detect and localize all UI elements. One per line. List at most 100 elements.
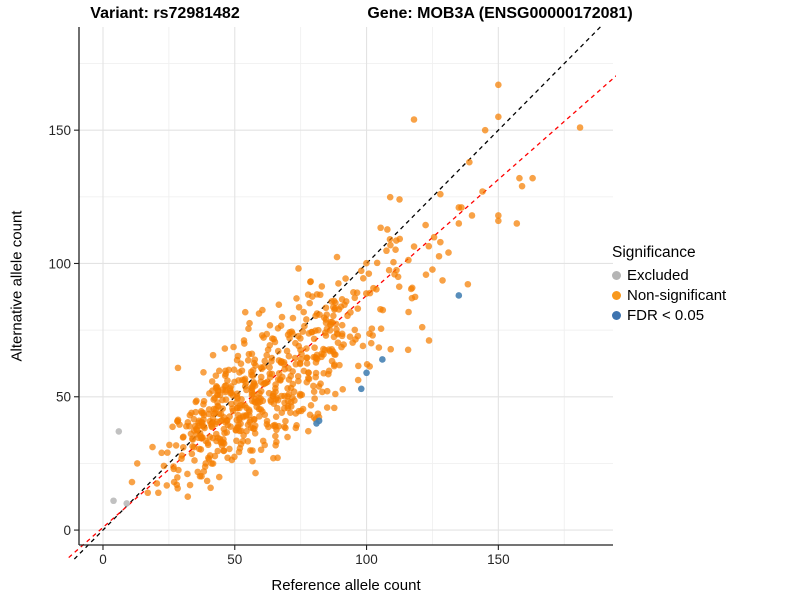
point-nonsignificant: [495, 217, 502, 225]
point-nonsignificant: [289, 314, 297, 322]
point-nonsignificant: [252, 469, 259, 477]
point-nonsignificant: [365, 270, 373, 277]
point-nonsignificant: [259, 437, 267, 445]
point-nonsignificant: [495, 81, 502, 89]
point-nonsignificant: [257, 373, 265, 381]
x-tick-label: 0: [99, 552, 107, 567]
point-nonsignificant: [257, 406, 265, 413]
legend-entry-non-significant: Non-significant: [612, 285, 726, 305]
point-nonsignificant: [335, 280, 342, 287]
point-nonsignificant: [354, 376, 362, 384]
point-nonsignificant: [298, 391, 306, 399]
point-nonsignificant: [174, 418, 181, 425]
point-nonsignificant: [338, 332, 346, 340]
point-nonsignificant: [275, 370, 283, 377]
point-nonsignificant: [349, 339, 356, 346]
point-nonsignificant: [407, 285, 415, 293]
point-nonsignificant: [330, 333, 338, 341]
point-nonsignificant: [224, 377, 231, 384]
point-nonsignificant: [248, 397, 256, 405]
point-nonsignificant: [315, 383, 323, 390]
point-nonsignificant: [244, 438, 252, 445]
point-nonsignificant: [155, 489, 162, 497]
point-nonsignificant: [289, 380, 297, 388]
point-nonsignificant: [200, 369, 207, 376]
point-nonsignificant: [310, 335, 318, 343]
point-nonsignificant: [195, 445, 203, 453]
point-nonsignificant: [332, 320, 340, 328]
point-nonsignificant: [295, 407, 303, 415]
point-nonsignificant: [234, 411, 242, 419]
point-excluded: [115, 428, 123, 435]
point-nonsignificant: [300, 308, 307, 316]
point-nonsignificant: [192, 408, 199, 416]
point-nonsignificant: [513, 220, 521, 227]
point-nonsignificant: [296, 360, 304, 368]
point-nonsignificant: [373, 259, 381, 267]
point-nonsignificant: [458, 204, 465, 211]
point-nonsignificant: [430, 233, 438, 241]
point-nonsignificant: [310, 388, 318, 396]
point-nonsignificant: [277, 377, 284, 384]
point-nonsignificant: [244, 357, 252, 364]
point-nonsignificant: [318, 283, 326, 290]
point-nonsignificant: [283, 347, 291, 355]
point-nonsignificant: [303, 345, 310, 352]
point-nonsignificant: [249, 457, 256, 465]
point-nonsignificant: [153, 480, 161, 487]
point-nonsignificant: [385, 266, 393, 274]
point-nonsignificant: [269, 392, 277, 400]
point-nonsignificant: [299, 328, 307, 335]
point-nonsignificant: [311, 395, 318, 402]
point-nonsignificant: [312, 327, 319, 335]
point-nonsignificant: [265, 423, 272, 431]
point-nonsignificant: [128, 478, 136, 486]
point-nonsignificant: [377, 305, 384, 313]
point-nonsignificant: [304, 427, 312, 435]
point-nonsignificant: [291, 354, 299, 362]
point-nonsignificant: [284, 433, 291, 441]
point-nonsignificant: [233, 393, 241, 401]
point-nonsignificant: [320, 314, 328, 321]
point-nonsignificant: [190, 427, 198, 434]
point-nonsignificant: [195, 434, 202, 442]
point-nonsignificant: [212, 372, 220, 379]
point-nonsignificant: [393, 266, 400, 274]
point-nonsignificant: [366, 363, 374, 370]
point-nonsignificant: [576, 124, 584, 131]
point-nonsignificant: [215, 367, 223, 375]
point-nonsignificant: [305, 369, 312, 376]
point-nonsignificant: [410, 243, 418, 250]
point-nonsignificant: [272, 432, 279, 440]
point-nonsignificant: [410, 116, 418, 123]
point-nonsignificant: [310, 382, 317, 390]
y-tick-label: 150: [48, 123, 71, 138]
point-nonsignificant: [429, 266, 436, 273]
legend-entry-label: Non-significant: [627, 286, 727, 304]
point-nonsignificant: [292, 424, 300, 432]
point-nonsignificant: [186, 411, 194, 419]
point-nonsignificant: [422, 221, 429, 229]
point-nonsignificant: [214, 447, 222, 455]
point-fdr-significant: [313, 420, 320, 427]
point-nonsignificant: [209, 387, 216, 394]
point-nonsignificant: [277, 358, 285, 366]
point-nonsignificant: [367, 339, 375, 347]
point-nonsignificant: [241, 308, 249, 316]
point-nonsignificant: [392, 237, 400, 244]
point-excluded: [123, 500, 131, 507]
point-nonsignificant: [278, 313, 286, 321]
point-nonsignificant: [332, 351, 339, 358]
point-nonsignificant: [422, 271, 430, 278]
point-nonsignificant: [332, 299, 339, 307]
point-nonsignificant: [217, 410, 225, 418]
point-nonsignificant: [182, 422, 190, 430]
point-nonsignificant: [312, 359, 320, 366]
point-nonsignificant: [303, 360, 311, 367]
point-nonsignificant: [366, 289, 374, 297]
point-nonsignificant: [481, 126, 489, 134]
point-nonsignificant: [201, 463, 209, 470]
point-nonsignificant: [174, 474, 181, 481]
point-nonsignificant: [245, 406, 253, 414]
